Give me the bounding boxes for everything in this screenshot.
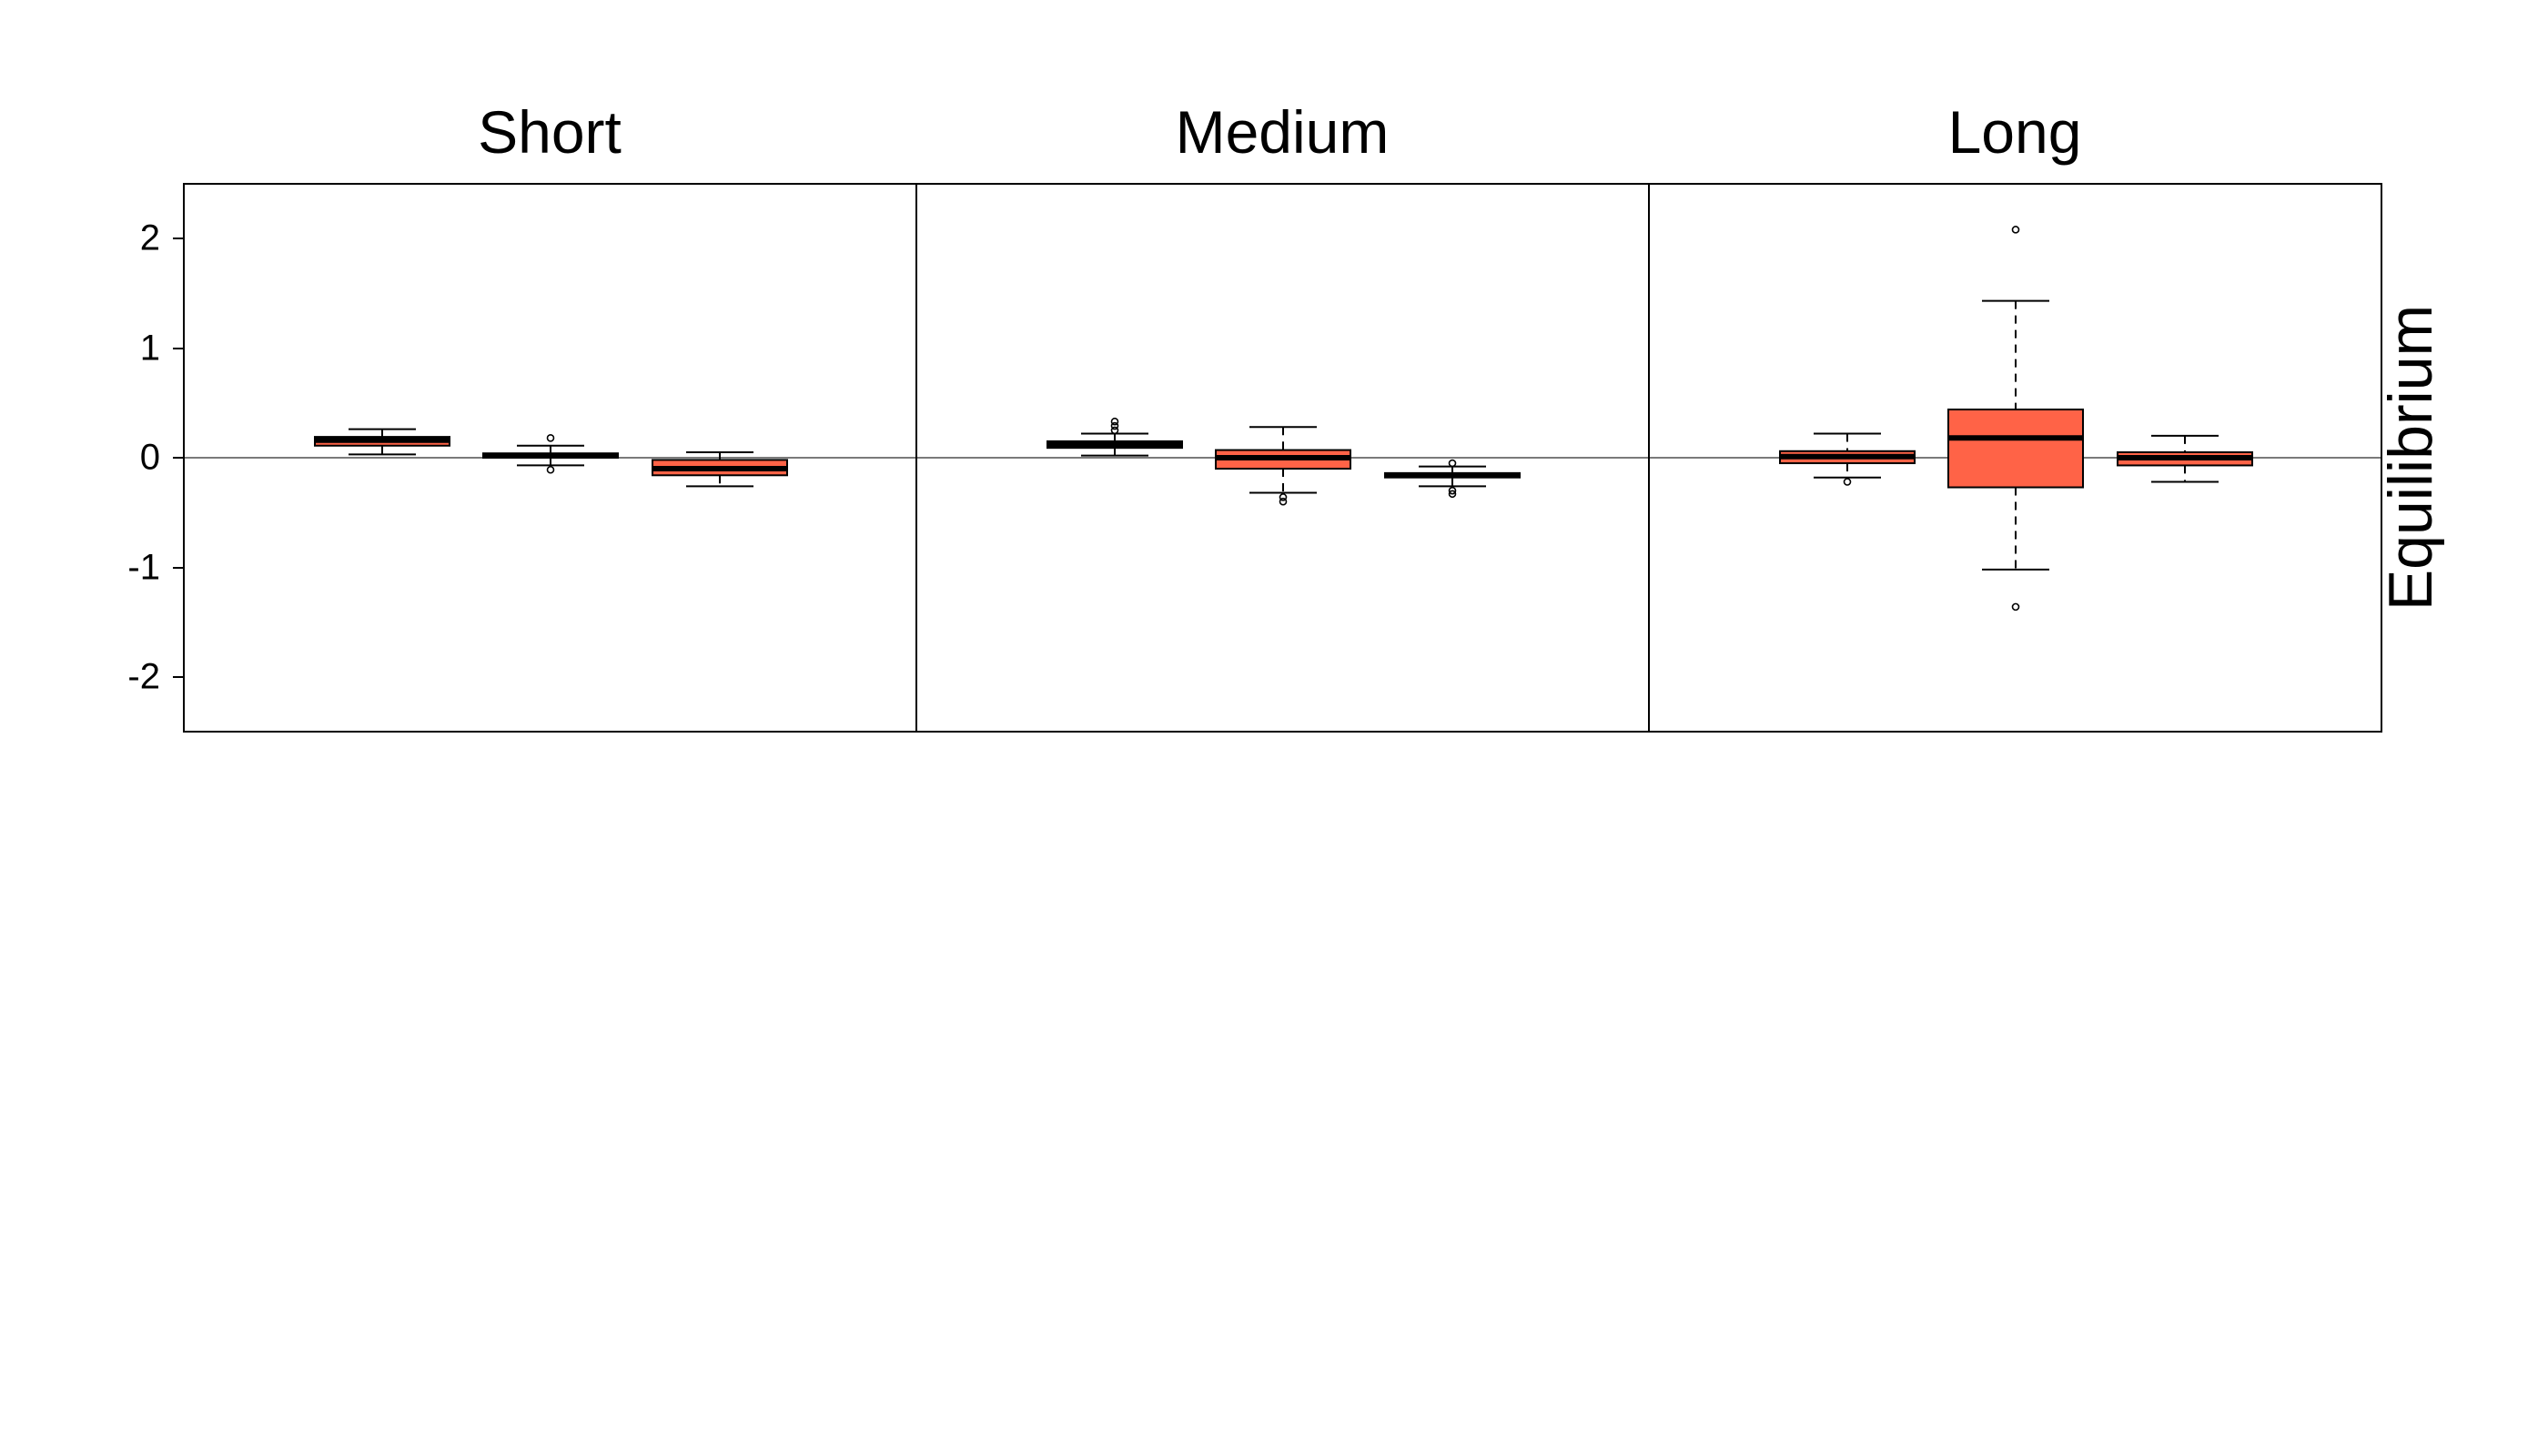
box-medium-3-outlier-1 <box>1448 459 1457 468</box>
panel-title-short: Short <box>478 98 622 166</box>
box-medium-2-outlier-1 <box>1279 493 1288 501</box>
box-medium-3 <box>1384 459 1521 499</box>
box-long-2 <box>1947 226 2084 612</box>
box-short-2 <box>482 434 619 474</box>
box-long-1-outlier-1 <box>1843 478 1852 486</box>
box-long-1 <box>1779 432 1916 486</box>
y-tick-label-minus-1: -1 <box>127 548 160 588</box>
box-medium-1-outlier-3 <box>1110 417 1119 426</box>
box-medium-2-outlier-2 <box>1279 497 1288 506</box>
box-medium-3-outlier-3 <box>1448 490 1457 499</box>
box-medium-1-outlier-1 <box>1110 426 1119 435</box>
box-short-2-outlier-1 <box>546 434 555 442</box>
y-tick-label-2: 2 <box>140 218 160 258</box>
plot-border <box>183 183 2382 733</box>
panel-medium <box>916 417 1649 506</box>
panels <box>183 183 2382 733</box>
box-long-3 <box>2117 434 2253 483</box>
plot-frame <box>183 183 2382 733</box>
y-tick-label-1: 1 <box>140 329 160 369</box>
panel-title-medium: Medium <box>1176 98 1390 166</box>
strip-label-equilibrium: Equilibrium <box>2376 305 2445 611</box>
y-axis-tick-labels: 2 1 0 -1 -2 <box>127 218 160 697</box>
box-medium-1-outlier-2 <box>1110 421 1119 430</box>
box-medium-1 <box>1046 417 1183 457</box>
y-tick-label-minus-2: -2 <box>127 657 160 697</box>
box-short-1 <box>314 428 450 456</box>
box-long-2-iqr <box>1947 408 2084 489</box>
panel-titles: Short Medium Long <box>478 98 2081 166</box>
box-short-3 <box>652 450 788 488</box>
y-tick-label-0: 0 <box>140 438 160 478</box>
box-long-2-outlier-2 <box>2011 602 2020 612</box>
box-long-2-outlier-1 <box>2011 226 2020 234</box>
box-medium-2 <box>1215 426 1351 506</box>
y-axis-ticks <box>173 238 184 678</box>
panel-title-long: Long <box>1948 98 2082 166</box>
panel-long <box>1649 226 2381 612</box>
box-short-2-outlier-2 <box>546 465 555 474</box>
box-medium-3-outlier-2 <box>1448 486 1457 495</box>
y-axis: 2 1 0 -1 -2 <box>127 218 184 697</box>
panel-short <box>184 428 916 488</box>
